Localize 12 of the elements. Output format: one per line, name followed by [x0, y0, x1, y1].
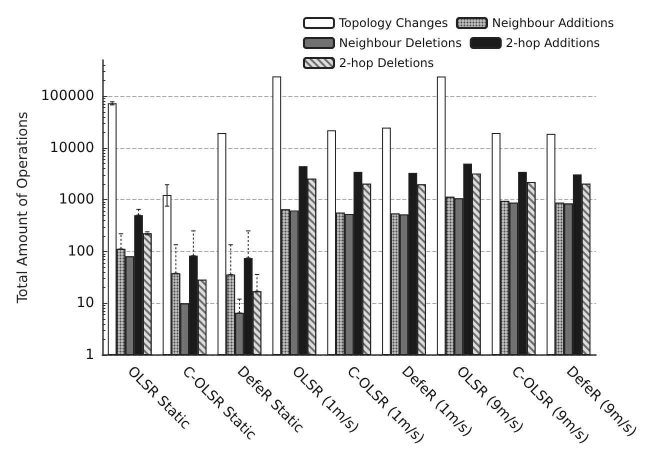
y-tick-label: 10000	[50, 140, 94, 156]
y-tick-label: 100	[68, 243, 94, 260]
legend-label: Neighbour Additions	[492, 16, 614, 30]
y-tick-label: 100000	[40, 88, 94, 104]
legend-label: 2-hop Additions	[506, 36, 600, 50]
legend-label: Topology Changes	[338, 16, 448, 30]
y-tick-label: 10	[76, 295, 94, 312]
legend-label: 2-hop Deletions	[338, 56, 434, 70]
legend-label: Neighbour Deletions	[338, 36, 462, 50]
y-tick-label: 1	[85, 347, 94, 363]
y-axis-title: Total Amount of Operations	[15, 112, 31, 304]
y-tick-label: 1000	[58, 192, 94, 208]
